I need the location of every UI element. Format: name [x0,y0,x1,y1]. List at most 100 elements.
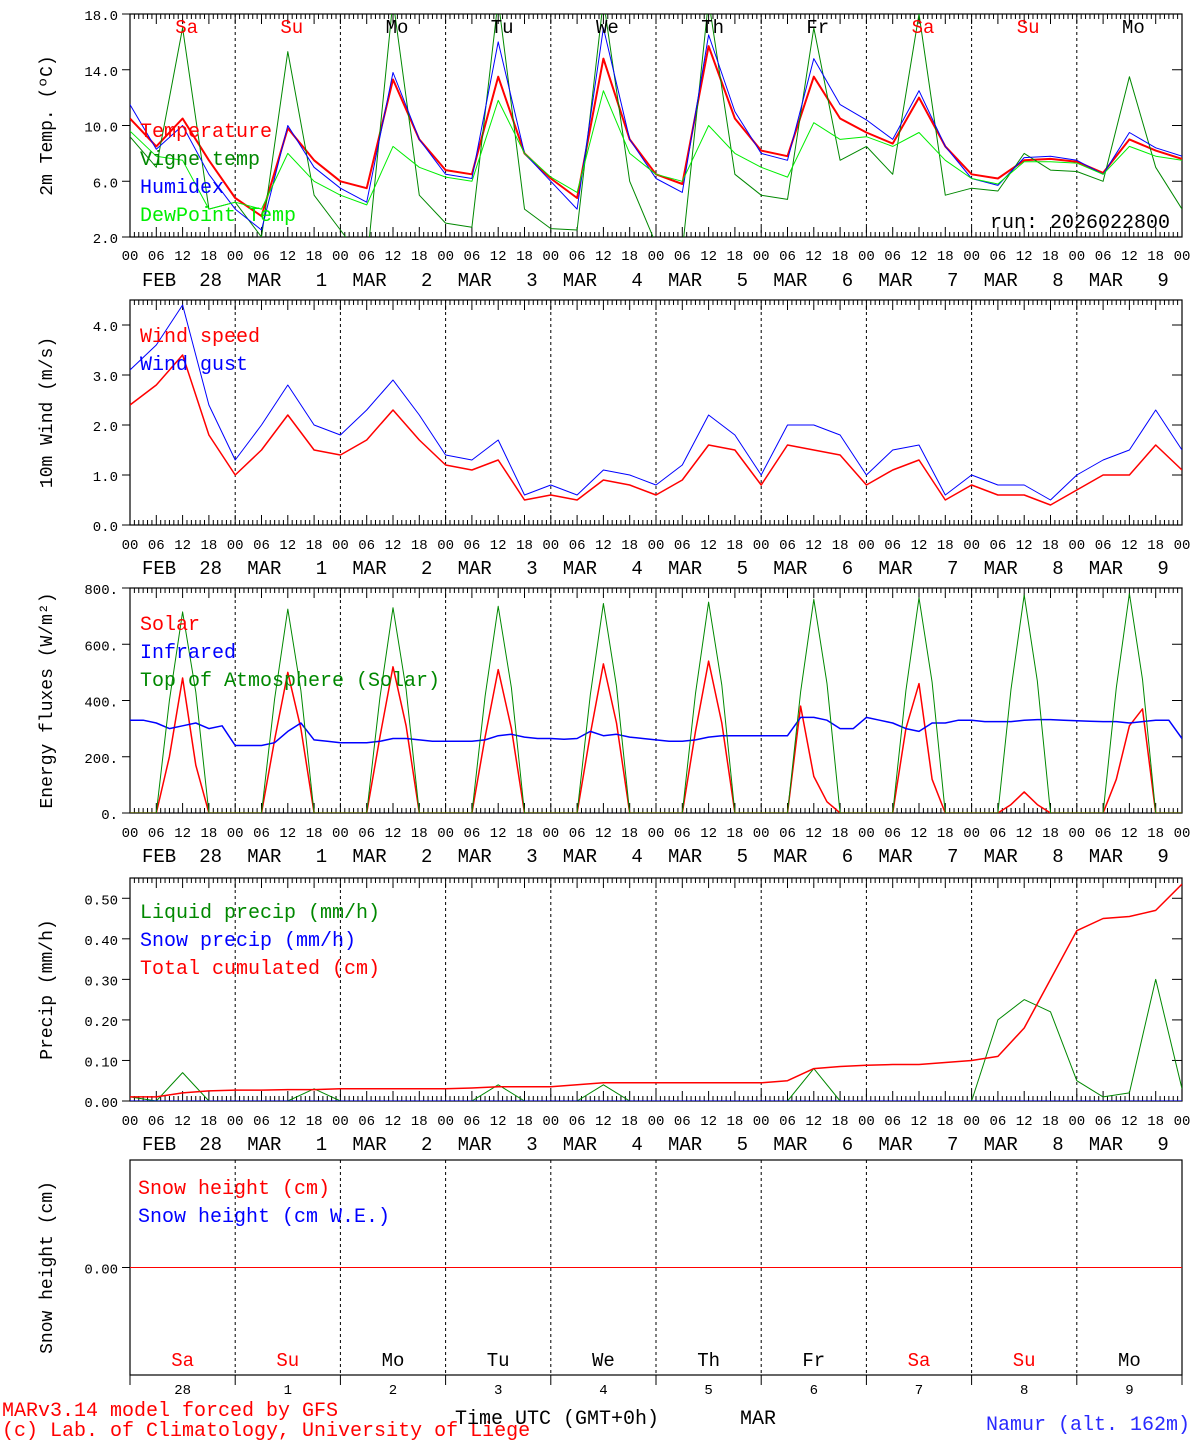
y-tick-label: 10.0 [84,121,118,137]
date-label-day: 28 [199,270,222,292]
hour-tick-label: 00 [332,1114,349,1130]
hour-tick-label: 00 [858,249,875,265]
hour-tick-label: 12 [911,1114,928,1130]
date-label-day: 4 [631,270,642,292]
y-tick-label: 0.00 [84,1263,118,1279]
date-label: 4 [599,1383,607,1399]
hour-tick-label: 00 [1174,538,1191,554]
hour-tick-label: 18 [832,826,849,842]
day-name: Sa [175,17,198,39]
y-tick-label: 0.20 [84,1015,118,1031]
hour-tick-label: 06 [884,249,901,265]
day-name: Mo [386,17,409,39]
legend-entry: Infrared [140,642,236,665]
day-name: Th [697,1350,720,1372]
series-group [130,14,1182,237]
hour-tick-label: 18 [411,826,428,842]
hour-tick-label: 06 [569,538,586,554]
hour-tick-label: 12 [385,826,402,842]
hour-tick-label: 12 [700,1114,717,1130]
hour-tick-label: 18 [832,249,849,265]
date-label: 28 [174,1383,191,1399]
y-axis-label: Snow height (cm) [38,1181,58,1354]
hour-tick-label: 12 [490,826,507,842]
hour-tick-label: 18 [200,1114,217,1130]
hour-tick-label: 00 [753,249,770,265]
day-name: Su [1013,1350,1036,1372]
hour-tick-label: 00 [648,1114,665,1130]
date-label: 6 [810,1383,818,1399]
hour-tick-label: 18 [937,1114,954,1130]
date-label-day: 3 [526,270,537,292]
series-line-top-of-atmosphere-solar- [130,593,1182,813]
hour-tick-label: 00 [122,826,139,842]
date-label-month: MAR [563,1134,597,1156]
date-label-day: 9 [1157,270,1168,292]
hour-tick-label: 00 [227,538,244,554]
legend-entry: DewPoint Temp [140,205,296,228]
hour-tick-label: 00 [1068,249,1085,265]
hour-tick-label: 12 [805,826,822,842]
series-line-dewpoint-temp [130,90,1182,210]
hour-tick-label: 18 [200,826,217,842]
hour-tick-label: 06 [253,1114,270,1130]
hour-tick-label: 00 [122,538,139,554]
hour-tick-label: 06 [358,249,375,265]
run-label: run: 2026022800 [990,212,1170,235]
hour-tick-label: 18 [832,1114,849,1130]
date-label-month: MAR [668,846,702,868]
date-label-month: MAR [458,558,492,580]
hour-tick-label: 12 [174,1114,191,1130]
hour-tick-label: 00 [753,1114,770,1130]
hour-tick-label: 00 [648,826,665,842]
date-label-day: 9 [1157,1134,1168,1156]
hour-tick-label: 12 [279,538,296,554]
date-label-day: 8 [1052,270,1063,292]
hour-tick-label: 18 [726,249,743,265]
day-name: Sa [908,1350,931,1372]
hour-tick-label: 18 [832,538,849,554]
hour-tick-label: 06 [1095,826,1112,842]
date-label-month: MAR [247,558,281,580]
date-label: 9 [1125,1383,1133,1399]
hour-tick-label: 00 [542,538,559,554]
date-label-day: 3 [526,846,537,868]
date-label-month: MAR [247,270,281,292]
date-label-day: 5 [737,1134,748,1156]
day-name: Tu [491,17,514,39]
hour-tick-label: 00 [227,826,244,842]
hour-tick-label: 00 [332,538,349,554]
hour-tick-label: 12 [1121,826,1138,842]
day-name: Sa [171,1350,194,1372]
hour-tick-label: 06 [989,826,1006,842]
hour-tick-label: 06 [674,826,691,842]
hour-tick-label: 00 [963,1114,980,1130]
date-label-day: 28 [199,1134,222,1156]
date-label-month: MAR [352,846,386,868]
hour-tick-label: 12 [595,538,612,554]
date-label-day: 6 [842,1134,853,1156]
day-name: Su [276,1350,299,1372]
hour-tick-label: 00 [437,1114,454,1130]
hour-tick-label: 18 [1147,826,1164,842]
hour-tick-label: 12 [911,538,928,554]
date-label-month: MAR [458,270,492,292]
hour-tick-label: 18 [1042,249,1059,265]
hour-tick-label: 06 [358,1114,375,1130]
hour-tick-label: 00 [1174,1114,1191,1130]
date-label-day: 4 [631,558,642,580]
hour-tick-label: 18 [306,1114,323,1130]
date-label-month: MAR [773,846,807,868]
hour-tick-label: 18 [411,1114,428,1130]
hour-tick-label: 18 [200,249,217,265]
hour-tick-label: 12 [1121,538,1138,554]
hour-tick-label: 00 [542,826,559,842]
series-line-solar [130,660,1182,813]
date-label-month: MAR [1089,558,1123,580]
date-label-month: MAR [668,270,702,292]
date-label-day: 8 [1052,846,1063,868]
date-label-month: MAR [984,270,1018,292]
date-label-day: 1 [316,1134,327,1156]
time-axis-label: Time UTC (GMT+0h) [455,1408,659,1431]
